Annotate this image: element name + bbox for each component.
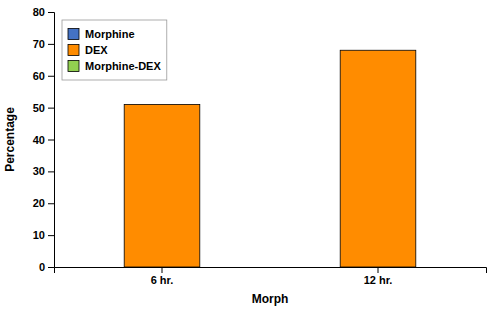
x-tick-label: 6 hr.: [151, 274, 174, 286]
x-axis: 6 hr. 12 hr.: [55, 267, 487, 286]
y-tick: 70: [33, 38, 54, 50]
y-axis-line: [48, 13, 55, 268]
y-tick: 30: [33, 165, 54, 177]
y-tick-label: 10: [33, 229, 45, 241]
y-tick-mark: [48, 267, 54, 268]
bar: [124, 104, 200, 267]
x-axis-line: [55, 268, 487, 274]
y-axis: 0 10 20 30 40 50 60 70 80: [33, 6, 55, 273]
y-tick-label: 40: [33, 134, 45, 146]
legend-frame: [62, 20, 167, 80]
x-tick: 6 hr.: [151, 267, 174, 286]
y-tick-label: 80: [33, 6, 45, 18]
y-tick-label: 70: [33, 38, 45, 50]
chart-svg: 010203040506070806 hr.12 hr.MorphineDEXM…: [0, 0, 500, 311]
y-tick-label: 30: [33, 165, 45, 177]
y-tick: 40: [33, 134, 54, 146]
legend-swatch: [68, 61, 79, 72]
bars: [124, 50, 416, 267]
bar: [340, 50, 416, 267]
legend-item: DEX: [68, 44, 108, 56]
y-tick: 80: [33, 6, 54, 18]
plot-area: 010203040506070806 hr.12 hr.MorphineDEXM…: [33, 6, 487, 286]
legend-item: Morphine-DEX: [68, 60, 161, 72]
y-tick-mark: [48, 108, 54, 109]
legend-item: Morphine: [68, 28, 135, 40]
y-tick-mark: [48, 140, 54, 141]
y-tick: 0: [39, 261, 54, 273]
y-tick-mark: [48, 171, 54, 172]
y-tick-label: 50: [33, 102, 45, 114]
y-tick: 10: [33, 229, 54, 241]
y-tick-mark: [48, 235, 54, 236]
y-tick: 50: [33, 102, 54, 114]
x-tick-label: 12 hr.: [364, 274, 393, 286]
y-tick-mark: [48, 44, 54, 45]
y-tick-mark: [48, 12, 54, 13]
y-tick-label: 60: [33, 70, 45, 82]
y-tick: 20: [33, 197, 54, 209]
y-tick-mark: [48, 76, 54, 77]
legend-label: Morphine: [85, 28, 135, 40]
legend-label: Morphine-DEX: [85, 60, 161, 72]
legend: Morphine DEX Morphine-DEX: [62, 20, 167, 80]
chart-container: 010203040506070806 hr.12 hr.MorphineDEXM…: [0, 0, 500, 311]
x-axis-title: Morph: [252, 292, 289, 306]
x-tick-mark: [378, 267, 379, 273]
legend-swatch: [68, 29, 79, 40]
y-tick-mark: [48, 203, 54, 204]
y-tick: 60: [33, 70, 54, 82]
legend-swatch: [68, 45, 79, 56]
x-tick: 12 hr.: [364, 267, 393, 286]
y-axis-title: Percentage: [3, 107, 17, 172]
y-tick-label: 0: [39, 261, 45, 273]
x-tick-mark: [162, 267, 163, 273]
y-tick-label: 20: [33, 197, 45, 209]
legend-label: DEX: [85, 44, 108, 56]
